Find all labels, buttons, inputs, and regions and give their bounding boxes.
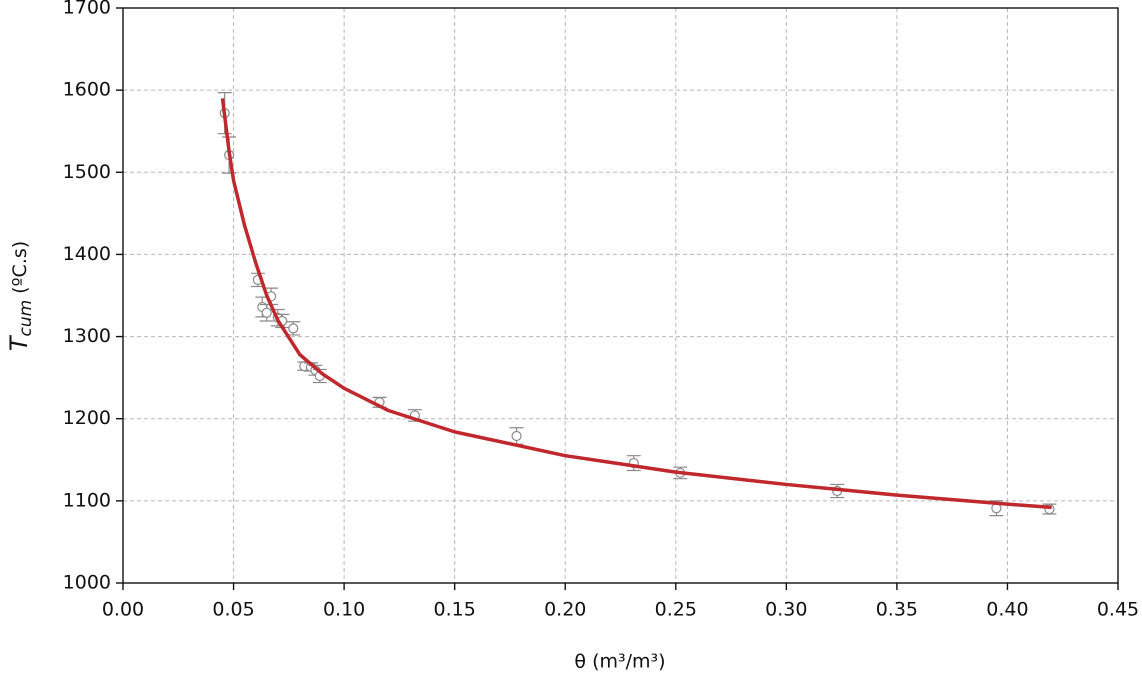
x-tick-label: 0.05 xyxy=(212,599,254,621)
x-axis-label: θ (m³/m³) xyxy=(574,651,665,673)
y-label-subscript: cum xyxy=(16,300,36,337)
y-label-symbol: T xyxy=(5,334,33,351)
y-tick-label: 1200 xyxy=(63,407,111,429)
y-tick-label: 1500 xyxy=(63,161,111,183)
data-point xyxy=(511,430,522,442)
x-tick-label: 0.15 xyxy=(434,599,476,621)
y-tick-label: 1700 xyxy=(63,0,111,19)
fit-curve xyxy=(220,98,1052,510)
x-tick-label: 0.40 xyxy=(986,599,1028,621)
x-tick-label: 0.35 xyxy=(876,599,918,621)
x-tick-label: 0.30 xyxy=(765,599,807,621)
y-tick-label: 1400 xyxy=(63,243,111,265)
x-tick-label: 0.25 xyxy=(655,599,697,621)
y-tick-label: 1600 xyxy=(63,79,111,101)
y-tick-label: 1100 xyxy=(63,489,111,511)
y-axis-label: Tcum (ºC.s) xyxy=(5,241,36,351)
y-tick-label: 1300 xyxy=(63,325,111,347)
data-point xyxy=(288,323,299,334)
x-tick-label: 0.00 xyxy=(102,599,144,621)
x-tick-label: 0.45 xyxy=(1097,599,1139,621)
x-tick-label: 0.20 xyxy=(544,599,586,621)
y-tick-label: 1000 xyxy=(63,572,111,594)
plot-frame xyxy=(122,7,1119,584)
x-tick-label: 0.10 xyxy=(323,599,365,621)
data-point xyxy=(261,307,272,318)
y-label-unit: (ºC.s) xyxy=(9,241,31,294)
